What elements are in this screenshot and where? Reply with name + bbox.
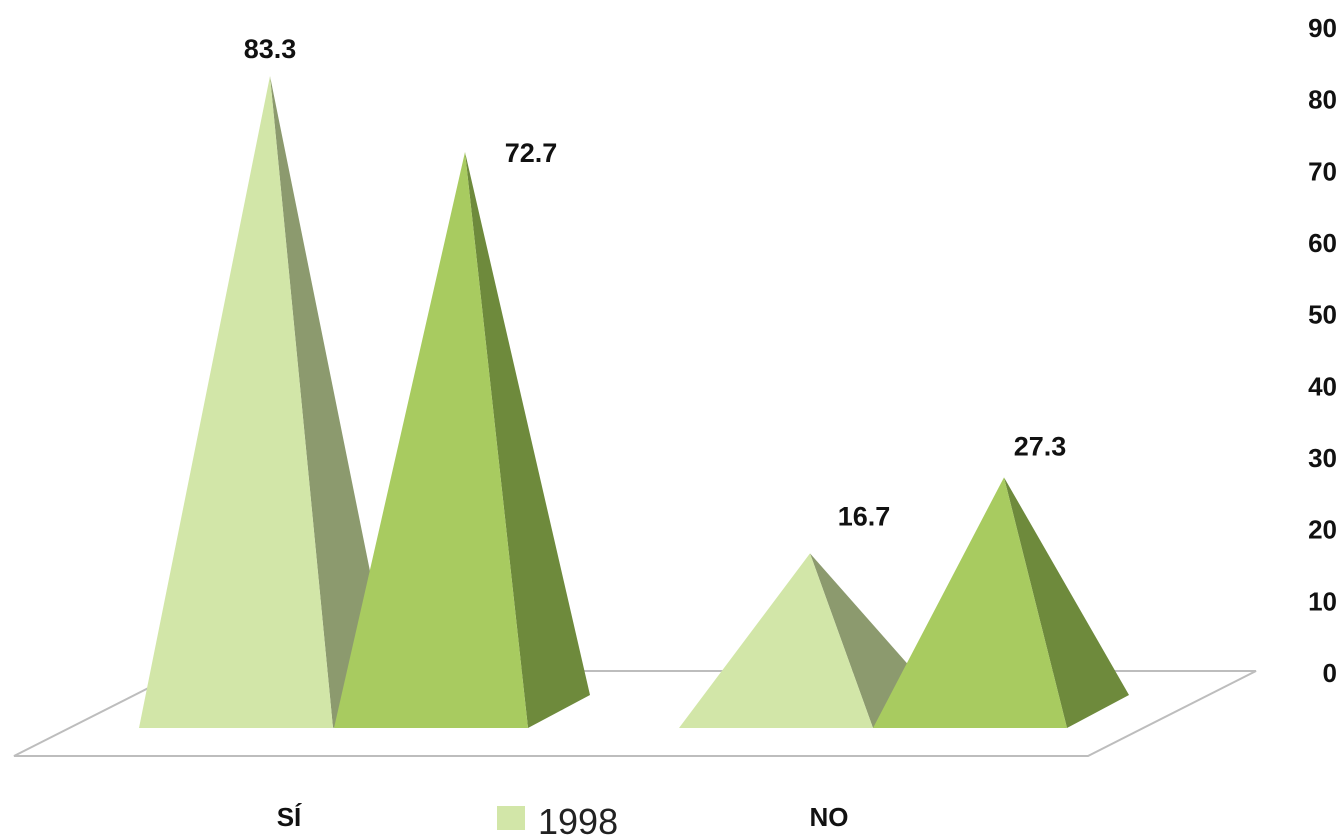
pyramid-side-face bbox=[1004, 477, 1129, 728]
legend-label-1998: 1998 bbox=[538, 801, 618, 839]
data-label: 16.7 bbox=[838, 501, 891, 531]
y-tick-label: 30 bbox=[1308, 443, 1337, 473]
category-label: NO bbox=[810, 802, 849, 832]
legend-swatch-1998 bbox=[497, 806, 525, 830]
pyramid-side-face bbox=[270, 76, 395, 729]
y-tick-label: 10 bbox=[1308, 586, 1337, 616]
pyramid-side-face bbox=[465, 151, 590, 728]
y-tick-label: 60 bbox=[1308, 228, 1337, 258]
pyramid-front-face bbox=[334, 151, 528, 728]
category-label: SÍ bbox=[277, 802, 302, 832]
data-labels: 83.3 72.7 16.7 27.3 bbox=[244, 34, 1067, 531]
pyramid-front-face bbox=[679, 553, 873, 728]
category-labels: SÍ NO bbox=[277, 802, 849, 832]
pyramid-front-face bbox=[139, 76, 333, 729]
y-tick-label: 50 bbox=[1308, 300, 1337, 330]
y-tick-label: 40 bbox=[1308, 371, 1337, 401]
pyramid-front-face bbox=[873, 477, 1067, 728]
legend: 1998 bbox=[497, 801, 618, 839]
y-tick-label: 80 bbox=[1308, 85, 1337, 115]
y-tick-label: 70 bbox=[1308, 156, 1337, 186]
y-tick-label: 0 bbox=[1323, 658, 1337, 688]
y-tick-label: 20 bbox=[1308, 515, 1337, 545]
data-label: 72.7 bbox=[505, 138, 558, 168]
data-label: 83.3 bbox=[244, 34, 297, 64]
pyramid-marks bbox=[139, 76, 1129, 729]
y-axis-ticks: 0 10 20 30 40 50 60 70 80 90 bbox=[1308, 13, 1337, 688]
y-tick-label: 90 bbox=[1308, 13, 1337, 43]
data-label: 27.3 bbox=[1014, 431, 1067, 461]
